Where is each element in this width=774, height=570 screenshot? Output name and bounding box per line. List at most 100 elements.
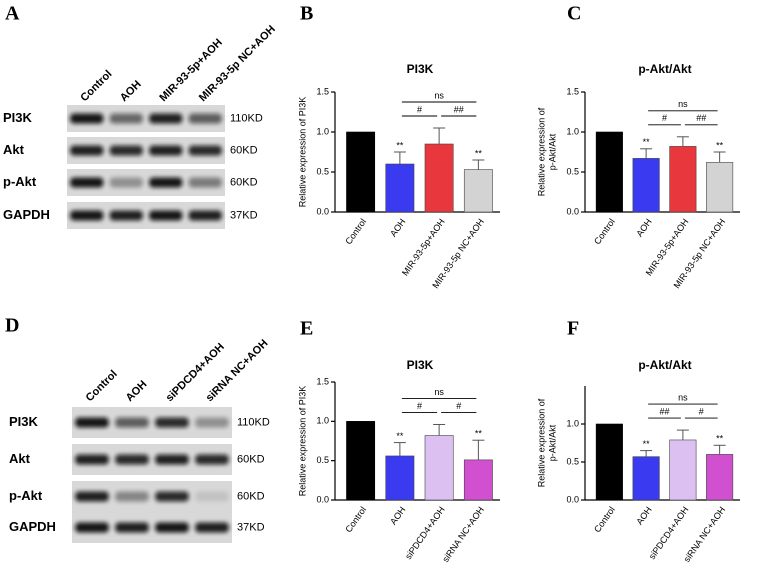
x-tick-label: MIR-93-5p+AOH <box>400 217 447 278</box>
protein-label: GAPDH <box>9 519 56 534</box>
bar <box>669 146 697 213</box>
bracket-label: ## <box>659 406 669 416</box>
bracket-label: # <box>699 406 704 416</box>
blot-band <box>70 145 104 156</box>
chart-title: p-Akt/Akt <box>638 62 691 76</box>
blot-band <box>149 145 183 156</box>
blot-band <box>155 522 189 533</box>
bracket-label: # <box>456 401 461 411</box>
significance-label: ** <box>643 439 651 449</box>
protein-label: p-Akt <box>3 174 37 189</box>
x-tick-label: AOH <box>388 217 407 239</box>
significance-label: ** <box>396 431 404 441</box>
bar <box>385 163 415 213</box>
panel-letter: E <box>300 318 313 340</box>
panel-letter: A <box>5 3 20 25</box>
bracket-label: ## <box>454 104 464 114</box>
chart-title: p-Akt/Akt <box>638 358 691 372</box>
y-tick-label: 0.5 <box>566 456 579 466</box>
bar <box>424 435 454 501</box>
y-tick-label: 0.5 <box>316 455 329 465</box>
y-axis-label: Relative expression of <box>536 107 546 196</box>
protein-label: Akt <box>3 142 25 157</box>
blot-band <box>115 454 149 465</box>
blot-band <box>195 454 229 465</box>
bracket-label: ns <box>678 392 688 402</box>
x-tick-label: siRNA NC+AOH <box>682 505 728 564</box>
x-tick-label: Control <box>343 217 368 247</box>
y-tick-label: 1.5 <box>566 86 579 96</box>
protein-label: PI3K <box>3 110 33 125</box>
bar <box>595 423 623 501</box>
y-tick-label: 0.0 <box>316 206 329 216</box>
y-axis-label: Relative expression of PI3K <box>297 97 307 208</box>
bar <box>424 143 454 213</box>
chart-title: PI3K <box>407 358 434 372</box>
bar <box>346 421 376 501</box>
panel-letter: B <box>300 3 313 25</box>
blot-band <box>115 522 149 533</box>
blot-band <box>155 417 189 428</box>
bracket-label: ns <box>678 99 688 109</box>
y-axis-label: p-Akt/Akt <box>547 133 557 170</box>
bar <box>346 131 376 213</box>
size-label: 60KD <box>230 144 258 156</box>
panel-letter: C <box>567 3 581 25</box>
protein-label: Akt <box>9 451 31 466</box>
blot-band <box>109 177 143 188</box>
blot-band <box>149 177 183 188</box>
size-label: 110KD <box>237 416 270 428</box>
significance-label: ** <box>716 140 724 150</box>
x-tick-label: AOH <box>634 505 653 527</box>
protein-label: PI3K <box>9 414 39 429</box>
size-label: 60KD <box>230 176 258 188</box>
blot-band <box>109 113 143 124</box>
y-tick-label: 1.5 <box>316 376 329 386</box>
significance-label: ** <box>475 429 483 439</box>
x-tick-label: siPDCD4+AOH <box>403 505 447 561</box>
lane-label: AOH <box>124 378 150 404</box>
size-label: 60KD <box>237 490 265 502</box>
blot-band <box>70 177 104 188</box>
lane-label: Control <box>78 68 114 104</box>
bar <box>669 439 697 501</box>
x-tick-label: Control <box>343 505 368 535</box>
significance-label: ** <box>396 140 404 150</box>
protein-label: GAPDH <box>3 207 50 222</box>
blot-band <box>195 417 229 428</box>
x-tick-label: AOH <box>634 217 653 239</box>
blot-band <box>155 491 189 502</box>
bracket-label: # <box>662 113 667 123</box>
blot-band <box>75 417 109 428</box>
y-tick-label: 0.0 <box>316 494 329 504</box>
y-tick-label: 1.0 <box>316 416 329 426</box>
y-tick-label: 1.5 <box>316 86 329 96</box>
lane-label: Control <box>84 368 120 404</box>
bar <box>595 131 623 213</box>
size-label: 37KD <box>237 521 265 533</box>
y-axis-label: p-Akt/Akt <box>547 424 557 461</box>
blot-band <box>188 113 222 124</box>
bar <box>463 169 493 213</box>
x-tick-label: siPDCD4+AOH <box>647 505 691 561</box>
y-tick-label: 0.5 <box>566 166 579 176</box>
y-tick-label: 0.0 <box>566 494 579 504</box>
blot-band <box>195 522 229 533</box>
blot-band <box>70 113 104 124</box>
y-tick-label: 1.0 <box>316 126 329 136</box>
bracket-label: # <box>417 401 422 411</box>
blot-band <box>188 210 222 221</box>
x-tick-label: AOH <box>388 505 407 527</box>
y-tick-label: 0.5 <box>316 166 329 176</box>
bracket-label: ns <box>434 387 444 397</box>
y-axis-label: Relative expression of PI3K <box>297 386 307 497</box>
significance-label: ** <box>643 137 651 147</box>
bar <box>706 162 734 213</box>
blot-band <box>70 210 104 221</box>
y-tick-label: 1.0 <box>566 126 579 136</box>
blot-band <box>149 210 183 221</box>
bar <box>385 455 415 501</box>
bar <box>632 158 660 213</box>
lane-label: MIR-93-5p NC+AOH <box>197 23 278 104</box>
bracket-label: ns <box>434 90 444 100</box>
